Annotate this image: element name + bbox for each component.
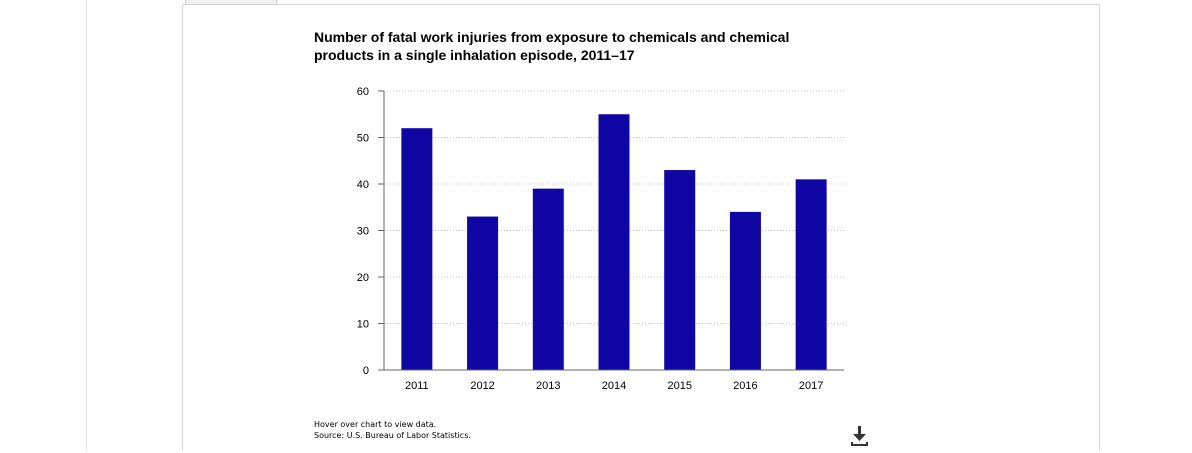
bar-series[interactable]: 2011: 52 2012: 33 2013: 39 2014: 55 2015: 43… (401, 114, 827, 370)
hover-instruction: Hover over chart to view data. (314, 420, 437, 429)
bar-2016[interactable]: 2016: 34 (729, 211, 761, 370)
x-tick-label: 2013 (536, 380, 560, 392)
x-tick-label: 2012 (470, 380, 494, 392)
bar-2015[interactable]: 2015: 43 (664, 170, 696, 370)
panel-tab[interactable] (185, 0, 277, 5)
x-tick-label: 2016 (733, 380, 757, 392)
y-tick-label: 60 (357, 86, 369, 98)
y-tick-label: 40 (357, 179, 369, 191)
bar-2012[interactable]: 2012: 33 (467, 216, 499, 370)
y-tick-label: 30 (357, 226, 369, 238)
page-left-border (86, 0, 87, 450)
source-note: Source: U.S. Bureau of Labor Statistics. (314, 431, 471, 440)
x-tick-label: 2011 (405, 380, 429, 392)
download-button[interactable] (848, 424, 872, 448)
axes: 0 10 20 30 40 50 60 2011 2012 2013 2014 2015 2016 201… (357, 86, 844, 392)
y-tick-label: 10 (357, 319, 369, 331)
bar-2014[interactable]: 2014: 55 (598, 114, 630, 370)
x-tick-label: 2014 (602, 380, 626, 392)
download-icon (851, 426, 868, 446)
y-tick-label: 20 (357, 272, 369, 284)
chart-panel (182, 4, 1100, 450)
bar-2017[interactable]: 2017: 41 (795, 179, 827, 370)
y-tick-label: 0 (363, 365, 369, 377)
y-tick-label: 50 (357, 133, 369, 145)
chart-title: Number of fatal work injuries from expos… (314, 29, 790, 63)
x-tick-label: 2015 (667, 380, 691, 392)
bar-2011[interactable]: 2011: 52 (401, 128, 433, 370)
x-tick-label: 2017 (799, 380, 823, 392)
bar-2013[interactable]: 2013: 39 (532, 188, 564, 370)
